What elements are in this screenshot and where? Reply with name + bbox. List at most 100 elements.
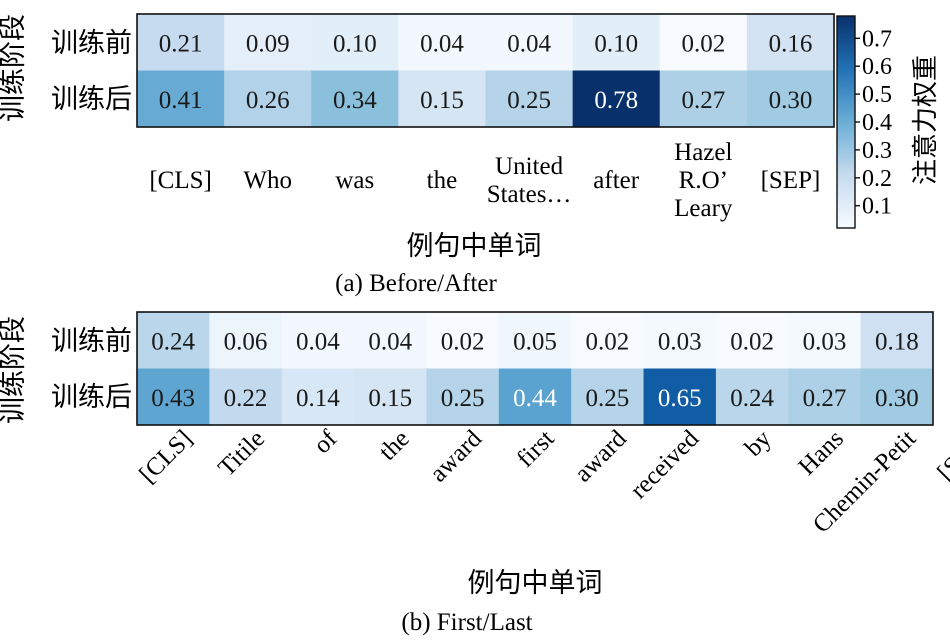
heatmap-cell — [572, 70, 661, 128]
panel-a-caption: (a) Before/After — [335, 270, 497, 297]
panel-b-xtick-label: the — [374, 425, 415, 466]
panel-b-row-label: 训练前 — [51, 326, 132, 357]
cell-value-label: 0.25 — [441, 385, 485, 412]
panel-a-xlabel: 例句中单词 — [407, 231, 542, 262]
cell-value-label: 0.43 — [151, 385, 195, 412]
heatmap-cell — [715, 312, 789, 369]
cell-value-label: 0.04 — [368, 328, 412, 355]
colorbar-tick-label: 0.1 — [862, 194, 892, 220]
colorbar-tick-label: 0.2 — [862, 166, 892, 192]
cell-value-label: 0.15 — [368, 385, 412, 412]
panel-b-ylabel: 训练阶段 — [0, 316, 29, 424]
heatmap-cell — [715, 368, 789, 426]
cell-value-label: 0.24 — [730, 385, 774, 412]
heatmap-cell — [137, 312, 210, 369]
cell-value-label: 0.78 — [594, 87, 638, 114]
panel-b-xtick-label: received — [625, 425, 704, 504]
cell-value-label: 0.25 — [507, 87, 551, 114]
heatmap-cell — [398, 14, 486, 71]
panel-a-row-label: 训练后 — [51, 84, 132, 115]
colorbar-tick-label: 0.4 — [862, 110, 892, 136]
heatmap-cell — [354, 368, 427, 426]
cell-value-label: 0.09 — [246, 30, 290, 57]
cell-value-label: 0.04 — [296, 328, 340, 355]
panel-b-xtick-label: Titile — [213, 425, 270, 482]
colorbar-tick-label: 0.5 — [862, 82, 892, 108]
heatmap-cell — [209, 312, 283, 369]
heatmap-cell — [281, 368, 355, 426]
cell-value-label: 0.03 — [803, 328, 847, 355]
cell-value-label: 0.34 — [333, 87, 377, 114]
cell-value-label: 0.04 — [507, 30, 551, 57]
panel-a-cells: 0.21 0.09 0.10 0.04 0.04 0.10 0.02 0.16 0.41 0.26… — [137, 14, 835, 128]
cell-value-label: 0.04 — [420, 30, 464, 57]
panel-a-frame — [136, 13, 835, 128]
heatmap-cell — [354, 312, 427, 369]
panel-a-row-label: 训练前 — [51, 28, 132, 59]
heatmap-cell — [137, 14, 225, 71]
cell-value-label: 0.65 — [658, 385, 702, 412]
cell-value-label: 0.02 — [730, 328, 774, 355]
colorbar-tick-label: 0.7 — [862, 26, 892, 52]
panel-a: 0.21 0.09 0.10 0.04 0.04 0.10 0.02 0.16 0.41 0.26… — [0, 13, 941, 297]
colorbar — [836, 15, 856, 229]
heatmap-cell — [398, 70, 486, 128]
heatmap-cell — [485, 14, 574, 71]
cell-value-label: 0.15 — [420, 87, 464, 114]
panel-a-xtick-label: Hazel R.O’ Leary — [674, 139, 733, 222]
heatmap-cell — [571, 312, 645, 369]
heatmap-cell — [572, 14, 661, 71]
heatmap-cell — [788, 312, 862, 369]
panel-a-xtick-label: was — [335, 167, 374, 194]
cell-value-label: 0.21 — [159, 30, 203, 57]
panel-b-xtick-label: of — [309, 425, 343, 459]
heatmap-cell — [224, 70, 312, 128]
panel-b-xtick-label: award — [570, 425, 633, 488]
cell-value-label: 0.25 — [585, 385, 629, 412]
colorbar-tick-label: 0.3 — [862, 138, 892, 164]
panel-b-xtick-label: by — [740, 425, 777, 462]
panel-a-xtick-label: [CLS] — [149, 167, 212, 194]
panel-b-xtick-label: [SEP] — [932, 425, 950, 486]
panel-a-xtick-label: Who — [243, 167, 292, 194]
heatmap-cell — [860, 368, 934, 426]
panel-a-xtick-label: after — [593, 167, 639, 194]
panel-b-cells: 0.24 0.06 0.04 0.04 0.02 0.05 0.02 0.03 0.02 0.03… — [137, 312, 934, 426]
panel-a-xtick-label: [SEP] — [761, 167, 821, 194]
panel-b-caption: (b) First/Last — [401, 609, 532, 636]
cell-value-label: 0.06 — [224, 328, 268, 355]
panel-a-xticks: [CLS] Who was the United States… after Hazel R.O… — [149, 139, 820, 222]
cell-value-label: 0.22 — [224, 385, 268, 412]
heatmap-cell — [498, 368, 572, 426]
cell-value-label: 0.10 — [333, 30, 377, 57]
cell-value-label: 0.27 — [681, 87, 725, 114]
cell-value-label: 0.41 — [159, 87, 203, 114]
cell-value-label: 0.14 — [296, 385, 340, 412]
heatmap-cell — [659, 14, 748, 71]
panel-b-frame — [136, 311, 934, 426]
heatmap-cell — [498, 312, 572, 369]
cell-value-label: 0.24 — [151, 328, 195, 355]
colorbar-ticks: 0.10.20.30.40.50.60.7 — [855, 26, 892, 220]
panel-a-ylabel: 训练阶段 — [0, 14, 29, 122]
heatmap-cell — [860, 312, 934, 369]
heatmap-cell — [659, 70, 748, 128]
cell-value-label: 0.30 — [769, 87, 813, 114]
heatmap-cell — [209, 368, 283, 426]
cell-value-label: 0.30 — [875, 385, 919, 412]
heatmap-cell — [788, 368, 862, 426]
heatmap-cell — [746, 70, 835, 128]
heatmap-cell — [485, 70, 574, 128]
cell-value-label: 0.05 — [513, 328, 557, 355]
panel-b-xtick-label: [CLS] — [134, 425, 197, 488]
heatmap-cell — [426, 368, 500, 426]
panel-b-xtick-label: award — [425, 425, 488, 488]
heatmap-cell — [281, 312, 355, 369]
colorbar-label: 注意力权重 — [911, 55, 941, 185]
cell-value-label: 0.27 — [803, 385, 847, 412]
cell-value-label: 0.02 — [681, 30, 725, 57]
heatmap-cell — [643, 368, 717, 426]
heatmap-cell — [643, 312, 717, 369]
cell-value-label: 0.02 — [441, 328, 485, 355]
